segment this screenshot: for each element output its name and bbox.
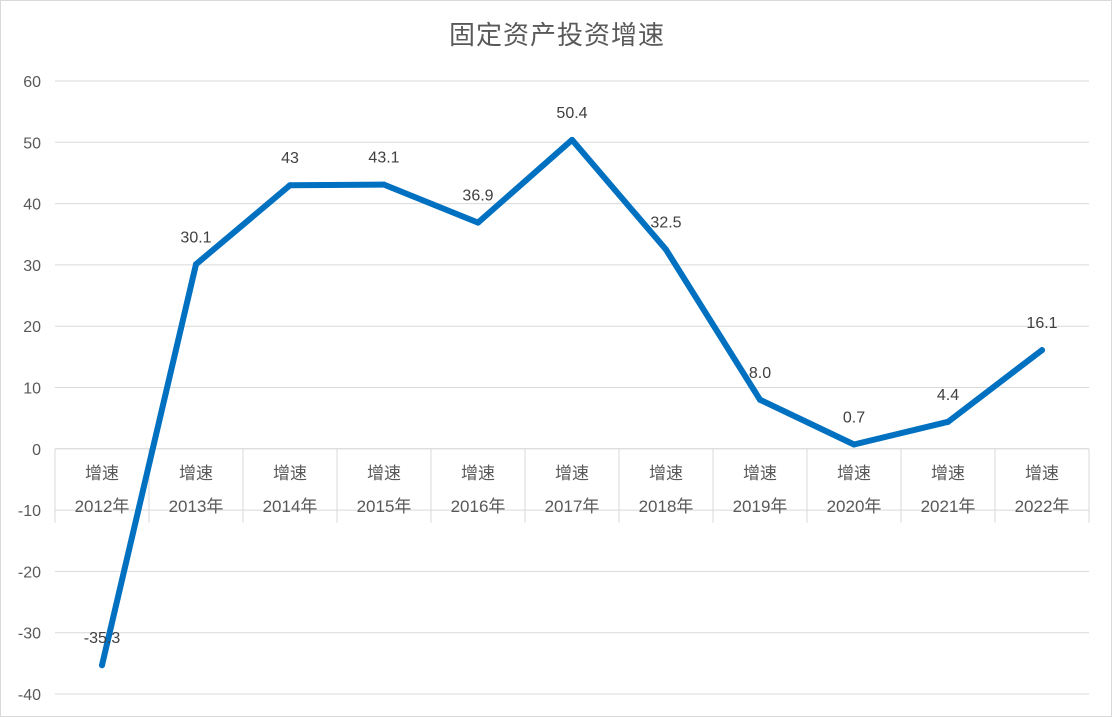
series <box>99 136 1045 669</box>
data-labels: -35.3 30.1 43 43.1 36.9 50.4 32.5 8.0 0.7 4.4 16.1 <box>84 105 1058 647</box>
category-label-line1: 增速 <box>931 464 965 483</box>
y-tick-label: 0 <box>32 442 41 459</box>
y-tick-label: -30 <box>18 626 41 643</box>
data-label: 43.1 <box>368 150 399 167</box>
data-label: -35.3 <box>84 630 121 647</box>
series-line <box>99 136 1045 669</box>
data-point <box>99 662 105 669</box>
data-point <box>1039 347 1045 354</box>
category-label-line1: 增速 <box>85 464 119 483</box>
data-point <box>945 418 951 425</box>
y-tick-label: -40 <box>18 687 41 704</box>
data-label: 8.0 <box>749 365 771 382</box>
data-label: 30.1 <box>180 229 211 246</box>
category-label-line1: 增速 <box>649 464 683 483</box>
data-label: 50.4 <box>556 105 587 122</box>
data-label: 0.7 <box>843 410 865 427</box>
y-tick-label: 20 <box>23 319 41 336</box>
category-label-year: 2014年 <box>263 497 318 516</box>
category-label-year: 2015年 <box>357 497 412 516</box>
category-label-line1: 增速 <box>367 464 401 483</box>
y-tick-label: 60 <box>23 74 41 91</box>
category-label-line1: 增速 <box>1025 464 1059 483</box>
category-label-year: 2013年 <box>169 497 224 516</box>
y-tick-label: 40 <box>23 197 41 214</box>
data-point <box>663 246 669 253</box>
category-label-line1: 增速 <box>837 464 871 483</box>
category-label-year: 2019年 <box>733 497 788 516</box>
data-point <box>193 261 199 268</box>
data-point <box>287 182 293 189</box>
category-label-year: 2021年 <box>921 497 976 516</box>
category-label-line1: 增速 <box>273 464 307 483</box>
category-label-year: 2022年 <box>1015 497 1070 516</box>
y-tick-label: -20 <box>18 564 41 581</box>
category-label-line1: 增速 <box>461 464 495 483</box>
data-point <box>569 136 575 143</box>
category-label-year: 2020年 <box>827 497 882 516</box>
data-label: 43 <box>281 150 299 167</box>
category-label-year: 2016年 <box>451 497 506 516</box>
x-axis: 增速 2012年 增速 2013年 增速 2014年 增速 2015年 增速 2016年 增速 201… <box>54 448 1090 523</box>
chart-title: 固定资产投资增速 <box>448 21 665 51</box>
data-label: 32.5 <box>650 215 681 232</box>
data-point <box>381 181 387 188</box>
data-label: 4.4 <box>937 387 959 404</box>
y-tick-label: 30 <box>23 258 41 275</box>
data-point <box>757 396 763 403</box>
data-point <box>851 441 857 448</box>
category-label-line1: 增速 <box>179 464 213 483</box>
category-label-year: 2017年 <box>545 497 600 516</box>
y-tick-label: 10 <box>23 381 41 398</box>
category-label-year: 2018年 <box>639 497 694 516</box>
y-axis: 60 50 40 30 20 10 0 -10 -20 -30 -40 <box>18 74 41 704</box>
y-tick-label: 50 <box>23 135 41 152</box>
y-tick-label: -10 <box>18 503 41 520</box>
category-label-line1: 增速 <box>555 464 589 483</box>
data-label: 36.9 <box>462 188 493 205</box>
gridlines <box>55 80 1089 695</box>
data-label: 16.1 <box>1026 315 1057 332</box>
category-label-year: 2012年 <box>75 497 130 516</box>
data-point <box>475 219 481 226</box>
category-label-line1: 增速 <box>743 464 777 483</box>
